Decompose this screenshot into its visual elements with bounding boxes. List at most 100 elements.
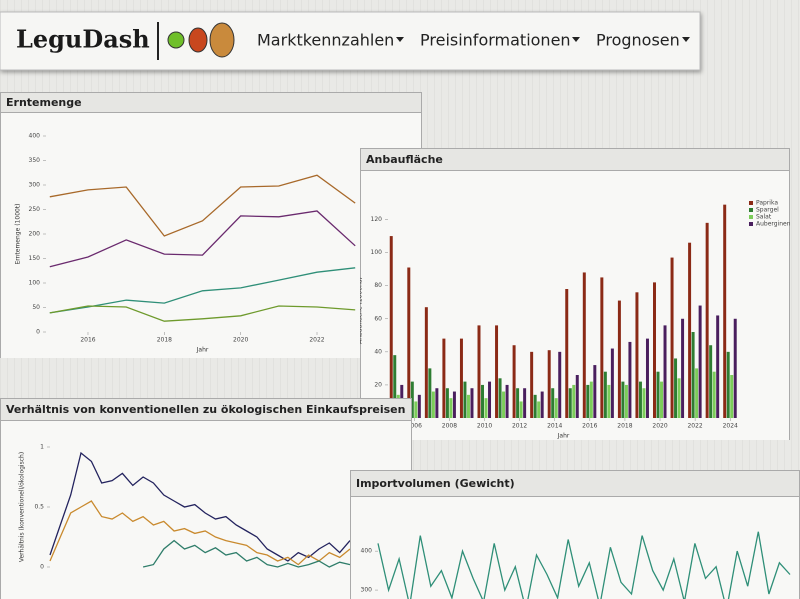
x-tick-label: 2016 — [582, 423, 597, 430]
bar — [575, 375, 579, 418]
bar — [414, 401, 418, 418]
x-axis-label: Jahr — [557, 433, 570, 440]
y-tick-label: 400 — [361, 548, 373, 555]
y-tick-label: 0 — [36, 329, 40, 336]
chart-panel: Verhältnis von konventionellen zu ökolog… — [0, 398, 412, 599]
bar — [589, 381, 593, 418]
header: LeguDash Marktkennzahlen Preisinformatio… — [0, 11, 701, 71]
bar — [593, 365, 597, 418]
bar — [393, 355, 397, 418]
x-tick-label: 2024 — [723, 423, 738, 430]
chart-title: Erntemenge — [6, 96, 82, 109]
chart-title: Verhältnis von konventionellen zu ökolog… — [6, 403, 405, 416]
bar — [512, 345, 516, 418]
bar — [533, 394, 537, 418]
bar — [642, 388, 646, 418]
bar — [540, 391, 544, 418]
chart-panel: Anbaufläche02040608010012020062008201020… — [357, 148, 790, 440]
bar — [417, 394, 421, 418]
bar — [495, 325, 499, 418]
bar — [726, 351, 730, 418]
bar — [466, 394, 470, 418]
bar — [477, 325, 481, 418]
x-tick-label: 2022 — [687, 423, 702, 430]
line-series — [142, 539, 351, 568]
bar — [705, 222, 709, 418]
x-tick-label: 2020 — [652, 423, 667, 430]
bar — [617, 300, 621, 418]
logo-icon — [188, 27, 208, 53]
legend-swatch — [749, 222, 753, 226]
y-tick-label: 0 — [40, 564, 44, 571]
legend-label: Salat — [756, 214, 772, 221]
caret — [572, 37, 580, 42]
bar — [452, 391, 456, 418]
bar — [691, 332, 695, 418]
y-axis-label: Erntemenge (1000t) — [15, 203, 22, 264]
logo[interactable]: LeguDash — [16, 25, 150, 54]
bar — [730, 375, 734, 418]
y-tick-label: 100 — [29, 280, 41, 287]
bar — [670, 257, 674, 418]
legend-swatch — [749, 201, 753, 205]
y-tick-label: 120 — [371, 216, 383, 223]
y-tick-label: 250 — [29, 206, 41, 213]
caret — [682, 37, 690, 42]
bar — [481, 384, 484, 418]
nav-item[interactable]: Prognosen — [596, 31, 680, 50]
nav-item[interactable]: Marktkennzahlen — [257, 31, 394, 50]
bar — [537, 401, 541, 418]
y-tick-label: 0.5 — [34, 504, 44, 511]
chart-title: Importvolumen (Gewicht) — [356, 477, 515, 490]
bar — [435, 388, 439, 418]
line-series — [49, 305, 356, 322]
bar — [516, 388, 520, 418]
y-axis-label: Anbaufläche (1000ha) — [357, 277, 364, 344]
y-tick-label: 1 — [40, 444, 44, 451]
bar — [558, 351, 562, 418]
nav-item[interactable]: Preisinformationen — [420, 31, 571, 50]
bar — [547, 350, 551, 418]
bar — [582, 272, 586, 418]
y-tick-label: 300 — [29, 182, 41, 189]
bar — [586, 384, 590, 418]
bar — [505, 384, 509, 418]
legend-swatch — [749, 208, 753, 212]
line-series — [49, 500, 351, 566]
y-axis-label: Verhältnis (konventionell/ökologisch) — [19, 452, 26, 562]
bar — [530, 351, 534, 418]
bar — [635, 292, 639, 418]
panel-title-bar — [360, 148, 790, 171]
bar — [663, 325, 667, 418]
bar — [698, 305, 702, 418]
bar — [723, 204, 727, 418]
panel-bg — [0, 92, 422, 358]
y-tick-label: 200 — [29, 231, 41, 238]
bar — [410, 381, 414, 418]
bar — [431, 391, 435, 418]
x-tick-label: 2016 — [80, 337, 95, 344]
x-tick-label: 2018 — [157, 337, 172, 344]
bar — [733, 318, 737, 418]
y-tick-label: 50 — [32, 304, 40, 311]
x-tick-label: 2006 — [407, 423, 422, 430]
bar — [572, 384, 576, 418]
panel-title-bar — [0, 398, 412, 421]
bar — [407, 267, 411, 418]
bar — [523, 388, 527, 418]
x-tick-label: 2020 — [233, 337, 248, 344]
panel-title-bar — [350, 470, 800, 497]
bar — [681, 318, 685, 418]
bar — [603, 371, 607, 418]
bar — [709, 345, 713, 418]
bar — [621, 381, 625, 418]
bar — [628, 341, 632, 418]
bar — [600, 277, 604, 418]
bar — [554, 398, 558, 418]
bar — [484, 398, 488, 418]
panel-bg — [0, 398, 412, 599]
bar — [656, 371, 660, 418]
y-tick-label: 150 — [29, 255, 41, 262]
bar — [660, 381, 664, 418]
header-bar — [0, 11, 701, 71]
